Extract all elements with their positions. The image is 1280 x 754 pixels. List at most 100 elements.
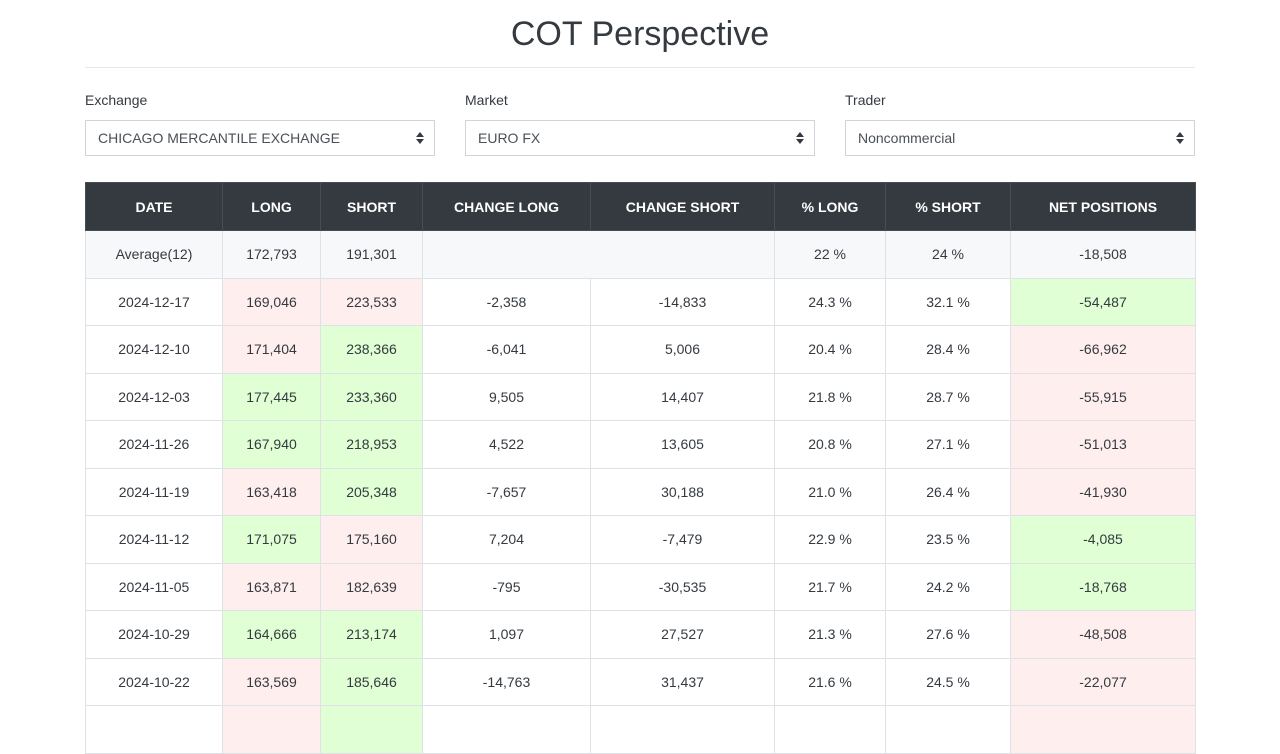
table-header-row: DATE LONG SHORT CHANGE LONG CHANGE SHORT… [85,182,1196,231]
col-header-long[interactable]: LONG [222,182,321,231]
table-row [85,705,1196,754]
cell-change-short: -7,479 [590,515,775,564]
cell-date: 2024-12-03 [85,372,223,421]
col-header-pct-long[interactable]: % LONG [774,182,886,231]
cell-long: 171,075 [222,515,321,564]
cell-change-long: -795 [422,562,591,611]
select-caret-icon [1176,132,1184,144]
cell-pct-short: 26.4 % [885,467,1011,516]
cell-short: 175,160 [320,515,423,564]
cell-pct-long: 21.8 % [774,372,886,421]
cell-pct-long: 21.6 % [774,657,886,706]
cell-long: 163,569 [222,657,321,706]
market-select-value: EURO FX [478,130,541,146]
cell-long [222,705,321,754]
col-header-pct-short[interactable]: % SHORT [885,182,1011,231]
cell-long: 169,046 [222,277,321,326]
cell-pct-short: 24.2 % [885,562,1011,611]
trader-select-value: Noncommercial [858,130,956,146]
cell-pct-short: 27.1 % [885,420,1011,469]
cell-date: 2024-11-26 [85,420,223,469]
cell-pct-long: 22.9 % [774,515,886,564]
select-caret-icon [416,132,424,144]
cell-pct-long: 20.4 % [774,325,886,374]
cell-change-long: -7,657 [422,467,591,516]
cell-date: 2024-11-05 [85,562,223,611]
cell-long: 164,666 [222,610,321,659]
table-row: 2024-11-05 163,871 182,639 -795 -30,535 21.7 … [85,562,1196,611]
cell-pct-short: 28.7 % [885,372,1011,421]
cell-pct-long: 20.8 % [774,420,886,469]
cell-date: 2024-12-10 [85,325,223,374]
cell-short: 185,646 [320,657,423,706]
col-header-short[interactable]: SHORT [320,182,423,231]
cell-change-long [422,705,591,754]
market-select[interactable]: EURO FX [465,120,815,156]
col-header-net-positions[interactable]: NET POSITIONS [1010,182,1196,231]
cell-pct-long: 21.3 % [774,610,886,659]
cell-net-positions: -54,487 [1010,277,1196,326]
cell-net-positions: -51,013 [1010,420,1196,469]
cell-pct-long: 21.0 % [774,467,886,516]
table-row: 2024-12-17 169,046 223,533 -2,358 -14,833 24.… [85,277,1196,326]
exchange-label: Exchange [85,92,148,108]
cell-change-long: 9,505 [422,372,591,421]
table-row: 2024-11-12 171,075 175,160 7,204 -7,479 22.9 … [85,515,1196,564]
cell-pct-long: 21.7 % [774,562,886,611]
cell-short: 223,533 [320,277,423,326]
cell-short: 205,348 [320,467,423,516]
cell-date: 2024-12-17 [85,277,223,326]
cell-net-positions: -18,768 [1010,562,1196,611]
average-change-blank [422,230,775,279]
cell-date [85,705,223,754]
cell-change-short: 14,407 [590,372,775,421]
cell-pct-short: 28.4 % [885,325,1011,374]
cell-change-long: -2,358 [422,277,591,326]
cell-net-positions: -22,077 [1010,657,1196,706]
cell-net-positions: -48,508 [1010,610,1196,659]
cell-change-long: 7,204 [422,515,591,564]
page-container: COT Perspective Exchange CHICAGO MERCANT… [85,0,1196,754]
cell-change-short: 5,006 [590,325,775,374]
cell-change-long: 1,097 [422,610,591,659]
average-net: -18,508 [1010,230,1196,279]
cell-short: 233,360 [320,372,423,421]
cell-short: 238,366 [320,325,423,374]
col-header-date[interactable]: DATE [85,182,223,231]
col-header-change-long[interactable]: CHANGE LONG [422,182,591,231]
cot-table: DATE LONG SHORT CHANGE LONG CHANGE SHORT… [85,182,1196,754]
cell-long: 163,871 [222,562,321,611]
cell-net-positions [1010,705,1196,754]
cell-pct-short: 27.6 % [885,610,1011,659]
cell-change-short: 13,605 [590,420,775,469]
cell-net-positions: -4,085 [1010,515,1196,564]
table-row: 2024-10-22 163,569 185,646 -14,763 31,437 21.… [85,657,1196,706]
exchange-filter: Exchange CHICAGO MERCANTILE EXCHANGE [85,90,435,156]
table-row: 2024-11-19 163,418 205,348 -7,657 30,188 21.0… [85,467,1196,516]
cell-date: 2024-10-29 [85,610,223,659]
table-row: 2024-12-03 177,445 233,360 9,505 14,407 21.8 … [85,372,1196,421]
cell-pct-short: 24.5 % [885,657,1011,706]
cell-short: 213,174 [320,610,423,659]
cell-long: 171,404 [222,325,321,374]
average-short: 191,301 [320,230,423,279]
table-row: 2024-11-26 167,940 218,953 4,522 13,605 20.8 … [85,420,1196,469]
cell-net-positions: -55,915 [1010,372,1196,421]
select-caret-icon [796,132,804,144]
cell-date: 2024-11-19 [85,467,223,516]
cell-short [320,705,423,754]
cell-pct-short [885,705,1011,754]
cell-change-long: -6,041 [422,325,591,374]
cell-long: 167,940 [222,420,321,469]
market-label: Market [465,92,508,108]
trader-select[interactable]: Noncommercial [845,120,1195,156]
exchange-select[interactable]: CHICAGO MERCANTILE EXCHANGE [85,120,435,156]
col-header-change-short[interactable]: CHANGE SHORT [590,182,775,231]
page-title: COT Perspective [85,0,1195,68]
exchange-select-value: CHICAGO MERCANTILE EXCHANGE [98,130,340,146]
cell-net-positions: -66,962 [1010,325,1196,374]
trader-label: Trader [845,92,886,108]
cell-date: 2024-10-22 [85,657,223,706]
average-row: Average(12) 172,793 191,301 22 % 24 % -1… [85,230,1196,279]
cell-short: 218,953 [320,420,423,469]
